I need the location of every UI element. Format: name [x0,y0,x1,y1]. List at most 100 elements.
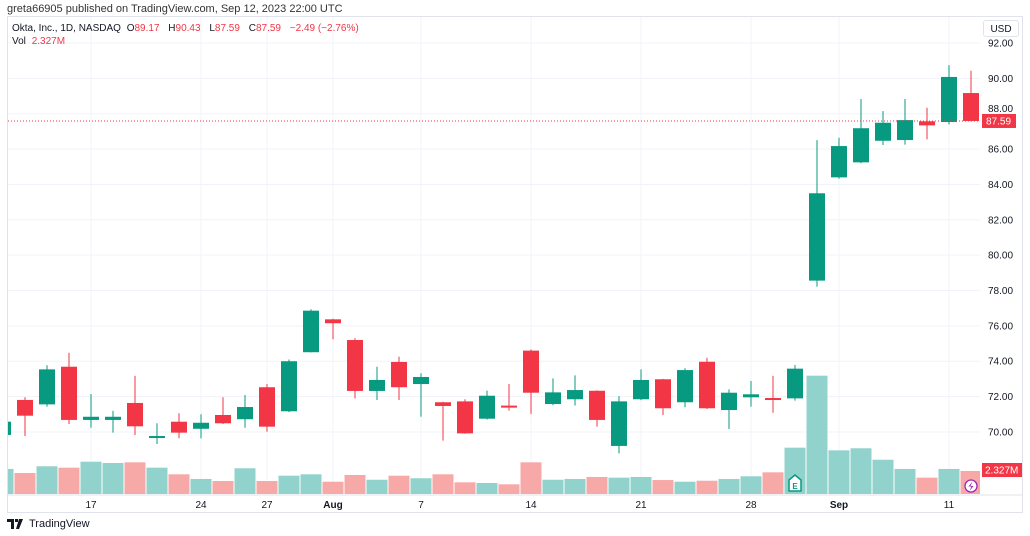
candle-body [567,390,583,400]
candle-body [721,392,737,411]
price-tick-label: 82.00 [988,215,1013,226]
time-tick-label: 21 [635,500,647,511]
volume-bar [366,479,388,494]
chart-frame [7,16,1023,513]
currency-button[interactable]: USD [983,20,1019,37]
low-value: 87.59 [214,23,240,34]
volume-bar [58,467,80,494]
candle-body [435,402,451,406]
publish-info: greta66905 published on TradingView.com,… [7,3,343,15]
tradingview-text: TradingView [29,518,90,530]
volume-bar [14,473,36,494]
lightning-icon[interactable] [964,479,978,493]
volume-bar [850,448,872,494]
candle-body [17,399,33,416]
candle-body [83,416,99,420]
candle-body [941,76,957,123]
price-tick-label: 74.00 [988,357,1013,368]
candle-body [831,146,847,178]
price-tick-label: 70.00 [988,427,1013,438]
candle-body [259,387,275,427]
volume-label[interactable]: Vol [12,36,26,47]
candle-body [589,390,605,420]
tradingview-logo[interactable]: TradingView [7,518,90,530]
volume-bar [608,477,630,494]
volume-value: 2.327M [31,36,66,47]
grid [8,17,1022,496]
candle-body [787,368,803,399]
volume-bar [454,482,476,494]
candle-body [699,361,715,409]
volume-bar [828,450,850,494]
volume-bar [476,483,498,494]
change-value: −2.49 (−2.76%) [289,23,359,34]
volume-bar [586,476,608,494]
volume-bar [564,478,586,494]
volume-bar [872,459,894,494]
volume-bar [498,484,520,494]
volume-bar [300,474,322,494]
earnings-label: E [792,482,798,491]
low-label: L [209,23,215,34]
volume-bars [8,375,980,494]
candle-body [8,421,11,435]
price-tick-label: 92.00 [988,39,1013,50]
candle-body [171,421,187,433]
candle-body [457,401,473,434]
candle-body [215,414,231,424]
price-tick-label: 76.00 [988,321,1013,332]
volume-bar [234,468,256,494]
candle-body [193,422,209,429]
volume-bar [718,478,740,494]
candle-body [127,402,143,427]
candle-body [281,361,297,412]
candle-body [743,394,759,398]
volume-bar [938,468,960,494]
volume-bar [102,463,124,494]
volume-bar [520,462,542,494]
candle-body [897,120,913,141]
volume-bar [916,477,938,494]
open-value: 89.17 [134,23,160,34]
time-tick-label: 28 [745,500,757,511]
volume-bar [806,375,828,494]
candle-body [677,370,693,403]
candle-body [61,366,77,420]
candle-body [39,369,55,405]
volume-bar [762,472,784,494]
candle-body [765,398,781,401]
last-volume-label: 2.327M [985,466,1018,477]
candle-body [413,376,429,385]
volume-bar [696,480,718,494]
volume-bar [190,478,212,494]
volume-bar [410,478,432,494]
candle-body [391,361,407,388]
volume-bar [894,468,916,494]
time-tick-label: 24 [195,500,207,511]
volume-bar [278,475,300,494]
candle-body [149,436,165,439]
volume-bar [36,466,58,494]
candle-body [809,193,825,281]
candle-body [853,128,869,163]
candle-body [501,405,517,408]
price-tick-label: 90.00 [988,74,1013,85]
candle-body [919,121,935,126]
markers: E [788,474,978,493]
candle-body [963,93,979,121]
volume-bar [674,481,696,494]
time-tick-label: 11 [944,500,955,511]
candle-body [237,407,253,420]
legend: Okta, Inc., 1D, NASDAQ O89.17 H90.43 L87… [12,22,362,48]
symbol-name[interactable]: Okta, Inc., 1D, NASDAQ [12,23,121,34]
earnings-icon[interactable]: E [788,474,802,492]
time-tick-label: 14 [525,500,537,511]
time-tick-label: 17 [85,500,97,511]
candle-body [325,319,341,324]
candle-body [633,379,649,400]
price-tick-label: 78.00 [988,286,1013,297]
candle-body [655,379,671,409]
candle-body [479,395,495,419]
candle-body [369,379,385,391]
